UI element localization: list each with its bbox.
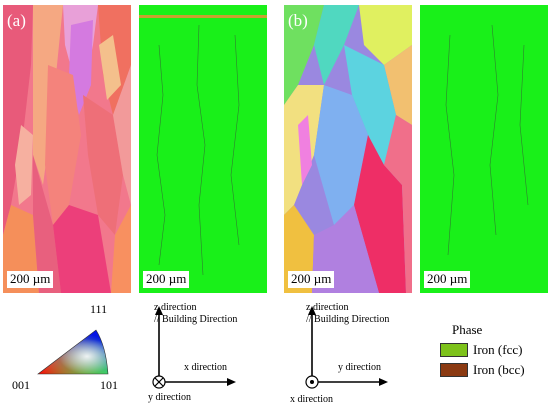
phase-map-b: 200 µm bbox=[420, 5, 548, 293]
ipf-map-b: (b) 200 µm bbox=[284, 5, 412, 293]
axis-out-of-plane-label: y direction bbox=[148, 392, 192, 403]
scale-bar: 200 µm bbox=[7, 271, 54, 288]
axis-vertical-sublabel: // Building Direction bbox=[154, 314, 238, 325]
ipf-color-key: 111 001 101 bbox=[0, 300, 140, 400]
legend-swatch bbox=[440, 363, 468, 377]
scale-bar: 200 µm bbox=[288, 271, 335, 288]
panel-label: (b) bbox=[288, 11, 308, 30]
phase-map-a-area bbox=[139, 5, 267, 293]
legend-swatch bbox=[440, 343, 468, 357]
scale-bar: 200 µm bbox=[424, 271, 471, 288]
legend-label: Iron (fcc) bbox=[473, 342, 523, 357]
legend-label: Iron (bcc) bbox=[473, 362, 525, 377]
phase-map-b-area bbox=[420, 5, 548, 293]
panel-label: (a) bbox=[7, 11, 26, 30]
ipf-map-a: (a) 200 µm bbox=[3, 5, 131, 293]
legend-title: Phase bbox=[452, 322, 483, 337]
axis-out-of-plane-label: x direction bbox=[290, 394, 334, 405]
coordinate-system-a: z direction // Building Direction x dire… bbox=[140, 298, 280, 406]
ipf-map-a-grains bbox=[3, 5, 131, 293]
axis-vertical-sublabel: // Building Direction bbox=[306, 314, 390, 325]
axes-a-arrows bbox=[152, 306, 236, 389]
ipf-key-left-label: 001 bbox=[12, 378, 30, 392]
axis-horizontal-label: y direction bbox=[338, 362, 382, 373]
axes-b-arrows bbox=[305, 306, 388, 389]
axis-horizontal-label: x direction bbox=[184, 362, 228, 373]
axis-vertical-label: z direction bbox=[154, 302, 197, 313]
ipf-key-top-label: 111 bbox=[90, 302, 108, 316]
axis-vertical-label: z direction bbox=[306, 302, 349, 313]
ipf-triangle bbox=[37, 329, 109, 375]
phase-map-a: 200 µm bbox=[139, 5, 267, 293]
coordinate-system-b: z direction // Building Direction y dire… bbox=[288, 298, 428, 406]
scale-bar: 200 µm bbox=[143, 271, 190, 288]
ipf-map-b-grains bbox=[284, 5, 412, 293]
ipf-key-right-label: 101 bbox=[100, 378, 118, 392]
